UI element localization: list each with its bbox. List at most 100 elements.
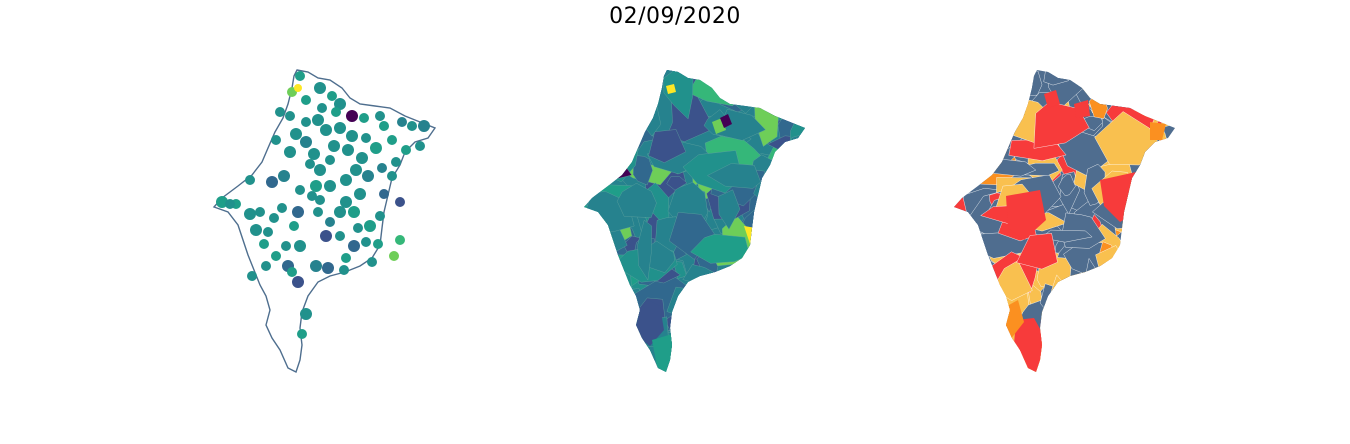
municipality bbox=[795, 151, 805, 188]
municipality bbox=[782, 73, 805, 93]
municipality bbox=[584, 277, 596, 314]
municipality bbox=[1130, 262, 1158, 304]
municipality bbox=[1044, 90, 1060, 108]
municipality bbox=[584, 304, 620, 350]
municipality bbox=[794, 258, 805, 312]
municipality bbox=[1006, 190, 1046, 240]
municipality bbox=[779, 90, 805, 111]
municipality bbox=[966, 366, 1010, 372]
map-point bbox=[375, 111, 385, 121]
municipality bbox=[744, 335, 775, 372]
map-point bbox=[387, 171, 397, 181]
map-point bbox=[375, 211, 385, 221]
municipality bbox=[1119, 70, 1172, 86]
municipality bbox=[1079, 358, 1095, 372]
municipality bbox=[1055, 328, 1132, 370]
municipality bbox=[1129, 70, 1175, 104]
choropleth-risk-panel bbox=[954, 70, 1175, 372]
municipality bbox=[734, 251, 788, 290]
municipality bbox=[755, 72, 778, 99]
municipality bbox=[606, 121, 632, 144]
municipality bbox=[584, 267, 617, 287]
municipality bbox=[729, 70, 784, 76]
map-point bbox=[354, 188, 366, 200]
municipality bbox=[954, 70, 1008, 100]
map-point bbox=[340, 196, 352, 208]
map-point bbox=[289, 221, 299, 231]
map-point bbox=[397, 117, 407, 127]
municipality bbox=[584, 180, 591, 205]
municipality bbox=[1116, 260, 1142, 306]
map-point bbox=[395, 197, 405, 207]
municipality bbox=[718, 189, 741, 230]
map-point bbox=[277, 203, 287, 213]
map-point bbox=[346, 110, 358, 122]
municipality bbox=[1080, 313, 1119, 334]
municipality bbox=[767, 211, 805, 233]
municipality bbox=[1059, 313, 1116, 365]
municipality bbox=[1130, 354, 1160, 372]
municipality bbox=[603, 70, 649, 96]
municipality bbox=[770, 312, 801, 336]
municipality bbox=[1105, 70, 1128, 81]
map-point bbox=[263, 227, 273, 237]
municipality bbox=[613, 73, 649, 93]
municipality bbox=[1131, 342, 1150, 363]
municipality bbox=[1146, 70, 1166, 111]
map-point bbox=[278, 170, 290, 182]
map-point bbox=[348, 240, 360, 252]
municipality bbox=[1153, 153, 1175, 185]
municipality bbox=[769, 302, 805, 323]
map-point bbox=[285, 111, 295, 121]
municipality bbox=[637, 219, 652, 281]
map-point bbox=[377, 163, 387, 173]
state-outline bbox=[212, 69, 437, 373]
municipality bbox=[708, 268, 733, 318]
map-point bbox=[340, 174, 352, 186]
municipality bbox=[1116, 253, 1148, 285]
municipality bbox=[584, 221, 611, 239]
municipality bbox=[1094, 111, 1160, 166]
municipality bbox=[1097, 322, 1162, 372]
map-point bbox=[271, 251, 281, 261]
map-point bbox=[290, 128, 302, 140]
map-point bbox=[328, 140, 340, 152]
municipality bbox=[1107, 275, 1155, 289]
map-point bbox=[284, 146, 296, 158]
municipality bbox=[1087, 302, 1144, 348]
map-point bbox=[334, 206, 346, 218]
municipality bbox=[1038, 333, 1099, 360]
municipality bbox=[700, 334, 747, 372]
municipality bbox=[748, 304, 805, 359]
municipality bbox=[954, 70, 973, 118]
municipality bbox=[980, 70, 1019, 107]
municipality bbox=[765, 331, 785, 355]
municipality bbox=[1103, 70, 1124, 100]
municipality bbox=[1150, 122, 1166, 140]
municipality bbox=[798, 82, 805, 124]
municipality bbox=[1118, 341, 1148, 372]
municipality bbox=[1157, 234, 1171, 254]
municipality bbox=[754, 220, 803, 251]
municipality bbox=[744, 241, 791, 261]
municipality bbox=[698, 272, 719, 294]
municipality bbox=[688, 309, 719, 332]
map-point bbox=[367, 257, 377, 267]
municipality bbox=[584, 70, 630, 129]
municipality bbox=[764, 285, 805, 324]
map-point bbox=[250, 224, 262, 236]
map-point bbox=[401, 145, 411, 155]
map-point bbox=[314, 164, 326, 176]
municipality bbox=[772, 179, 805, 233]
municipality bbox=[1064, 296, 1085, 361]
municipality bbox=[748, 308, 771, 335]
municipality bbox=[584, 311, 624, 345]
municipality bbox=[954, 285, 965, 329]
municipality bbox=[616, 182, 657, 218]
map-point bbox=[310, 180, 322, 192]
map-point bbox=[339, 265, 349, 275]
municipality bbox=[715, 75, 775, 101]
municipality bbox=[584, 255, 599, 288]
municipality bbox=[598, 95, 644, 120]
